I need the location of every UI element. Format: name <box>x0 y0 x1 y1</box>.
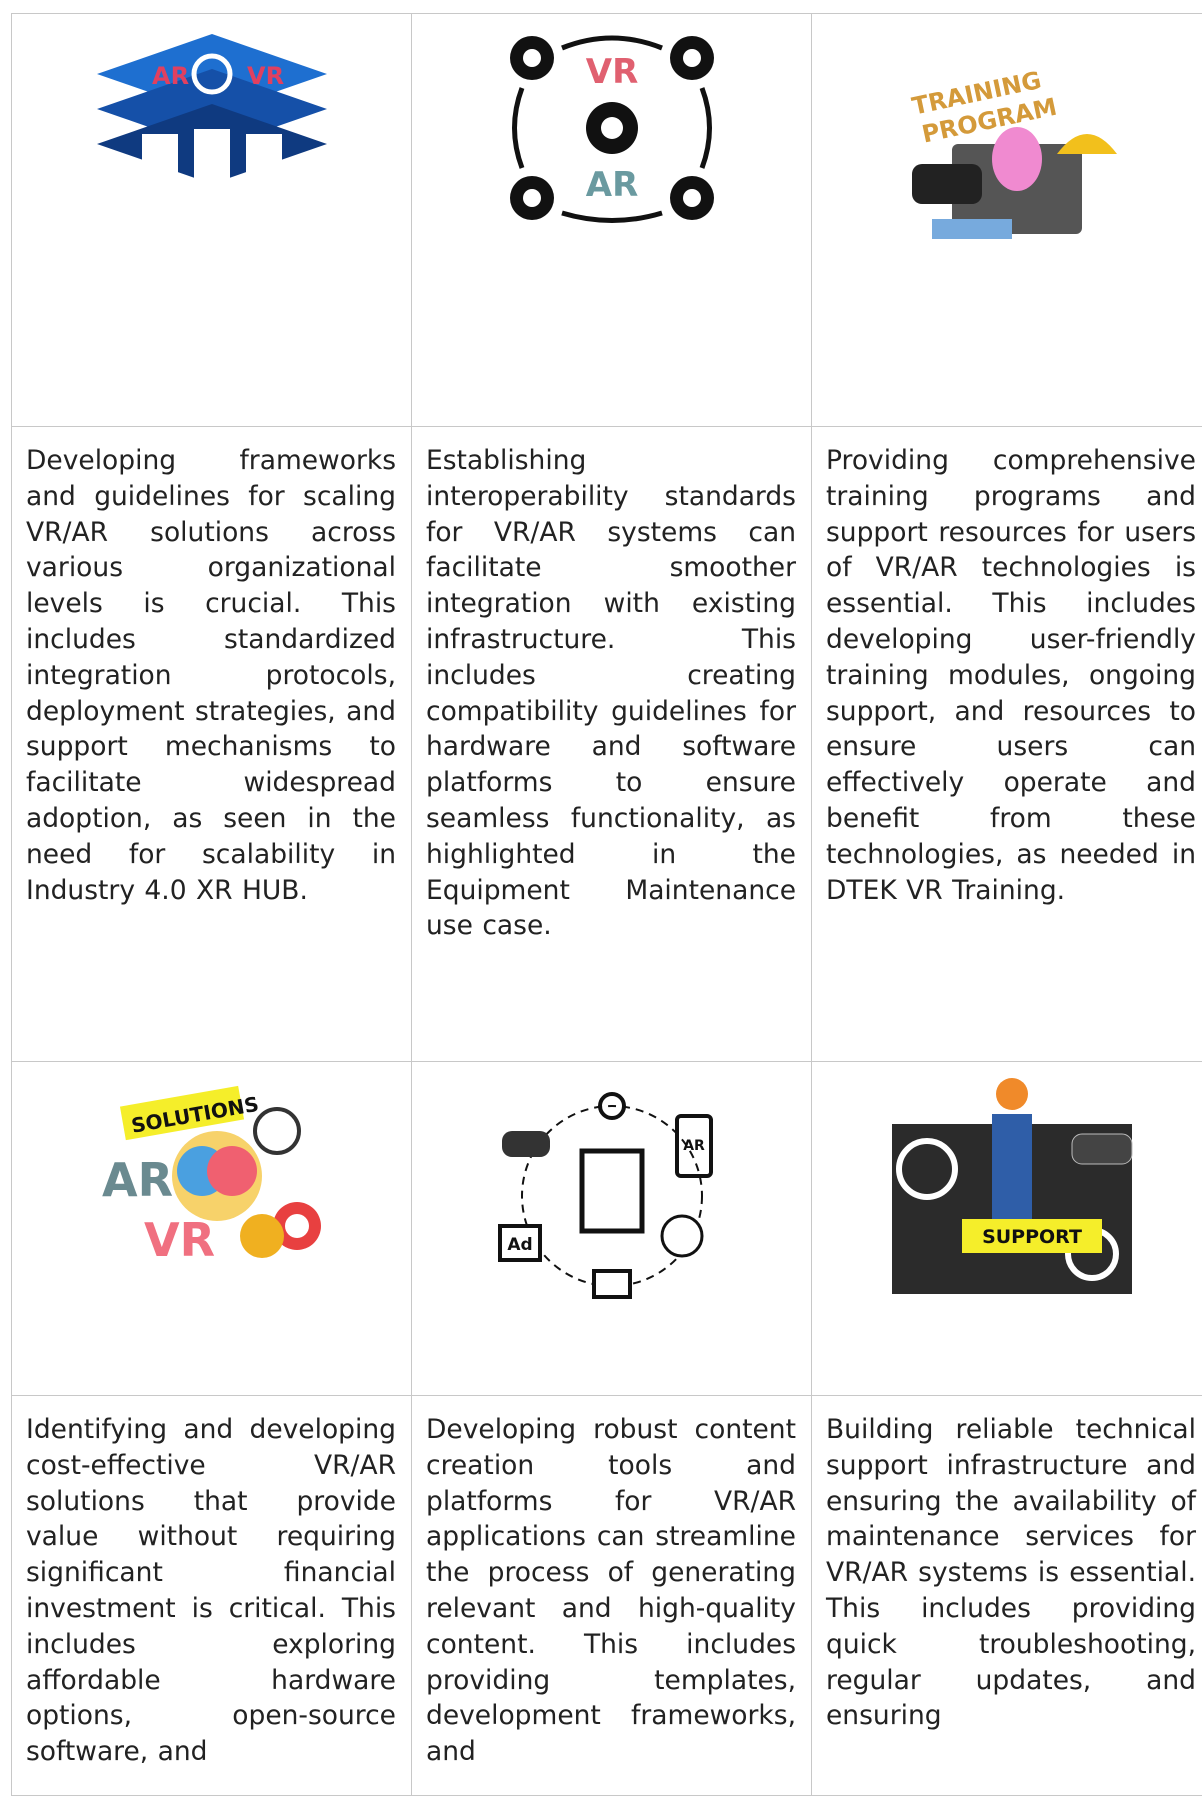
cell-text: Developing robust content creation tools… <box>412 1396 812 1796</box>
icon-label: VR <box>247 62 284 90</box>
table: AR VR VR AR TRAINING PROGRAM Developing … <box>11 13 1202 1796</box>
icon-label: AR <box>152 62 189 90</box>
icon-label: VR <box>144 1213 215 1267</box>
image-cell: VR AR <box>412 14 812 427</box>
icon-label: Ad <box>507 1235 532 1255</box>
icon-label: AR <box>102 1153 173 1207</box>
cell-text: Building reliable technical support infr… <box>812 1396 1202 1796</box>
image-cell: AR Ad <box>412 1062 812 1396</box>
icon-label: AR <box>585 165 638 205</box>
icon: TRAINING PROGRAM <box>892 34 1132 254</box>
icon: SUPPORT <box>872 1074 1152 1304</box>
icon: AR Ad <box>482 1076 742 1306</box>
cell-text: Establishing interoperability standards … <box>412 427 812 1062</box>
image-cell: AR VR <box>12 14 412 427</box>
cell-text: Developing frameworks and guidelines for… <box>12 427 412 1062</box>
image-cell: TRAINING PROGRAM <box>812 14 1202 427</box>
cell-text: Providing comprehensive training program… <box>812 427 1202 1062</box>
icon: SOLUTIONS AR VR <box>82 1076 342 1286</box>
icon: AR VR <box>82 24 342 224</box>
icon-label: SUPPORT <box>982 1226 1082 1248</box>
icon-label: VR <box>585 52 638 92</box>
icon-label: AR <box>683 1138 705 1154</box>
image-cell: SUPPORT <box>812 1062 1202 1396</box>
icon: VR AR <box>502 28 722 228</box>
cell-text: Identifying and developing cost-effectiv… <box>12 1396 412 1796</box>
image-cell: SOLUTIONS AR VR <box>12 1062 412 1396</box>
